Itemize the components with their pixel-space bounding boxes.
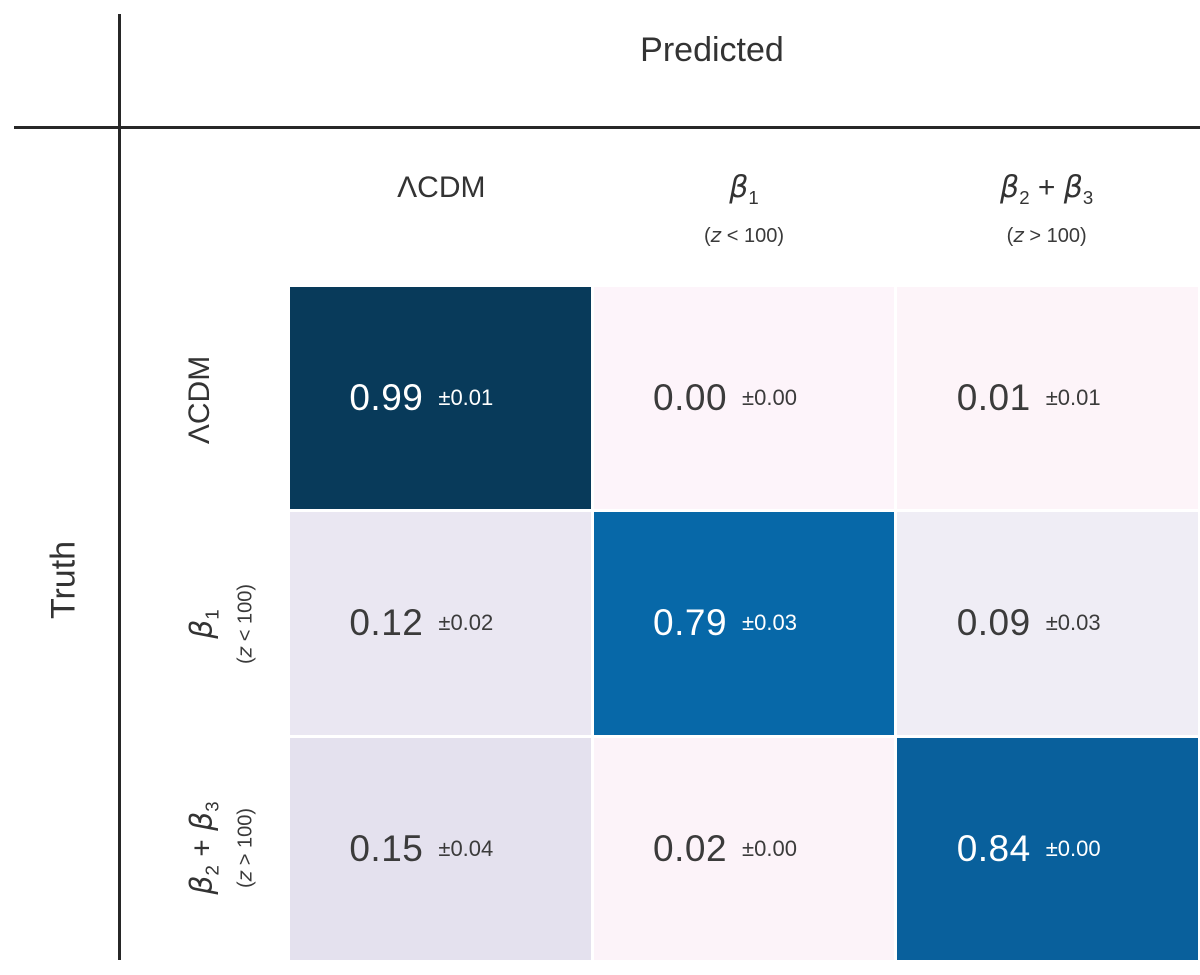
cell-value: 0.02: [653, 827, 728, 869]
cell-error: ±0.03: [742, 610, 797, 636]
cell-value: 0.99: [349, 377, 424, 419]
matrix-cell: 0.00 ±0.00: [593, 287, 895, 510]
cell-value: 0.84: [956, 827, 1031, 869]
row-header-beta2-beta3: β2 + β3 (z > 100): [185, 801, 258, 894]
cell-error: ±0.00: [742, 385, 797, 411]
row-header-label: β1: [184, 609, 223, 639]
column-header-label: β2 + β3: [1000, 170, 1094, 208]
column-header-sublabel: (z > 100): [1006, 223, 1087, 247]
cell-value: 0.79: [653, 602, 728, 644]
column-header-lcdm: ΛCDM: [290, 168, 593, 248]
cell-error: ±0.02: [438, 610, 494, 636]
cell-value: 0.15: [349, 827, 424, 869]
row-header-sublabel: (z > 100): [232, 808, 257, 889]
cell-error: ±0.01: [1045, 385, 1101, 411]
predicted-axis-spine: [14, 126, 1200, 129]
cell-error: ±0.00: [1045, 835, 1101, 861]
cell-error: ±0.03: [1045, 610, 1101, 636]
truth-axis-spine: [118, 14, 121, 960]
matrix-cell: 0.01 ±0.01: [897, 287, 1198, 510]
row-header-label: ΛCDM: [183, 355, 216, 445]
matrix-cell: 0.09 ±0.03: [897, 512, 1198, 735]
cell-error: ±0.00: [742, 835, 797, 861]
matrix-cell: 0.15 ±0.04: [290, 737, 591, 960]
truth-axis-title: Truth: [44, 540, 83, 620]
row-header-beta1: β1 (z < 100): [185, 584, 258, 664]
row-header-sublabel: (z < 100): [232, 584, 257, 664]
column-header-sublabel: (z < 100): [703, 223, 784, 247]
cell-value: 0.12: [349, 602, 424, 644]
cell-value: 0.00: [653, 377, 728, 419]
column-headers: ΛCDM β1 (z < 100) β2 + β3 (z > 100): [290, 168, 1198, 248]
cell-value: 0.09: [956, 602, 1031, 644]
heatmap-grid: 0.99 ±0.01 0.00 ±0.00 0.01 ±0.01 0.12 ±0…: [290, 287, 1198, 960]
row-header-lcdm: ΛCDM: [182, 356, 218, 444]
matrix-cell: 0.02 ±0.00: [593, 737, 895, 960]
matrix-cell: 0.79 ±0.03: [593, 512, 895, 735]
column-header-beta2-beta3: β2 + β3 (z > 100): [895, 168, 1198, 248]
cell-value: 0.01: [956, 377, 1031, 419]
matrix-cell: 0.12 ±0.02: [290, 512, 591, 735]
matrix-cell: 0.99 ±0.01: [290, 287, 591, 510]
matrix-cell: 0.84 ±0.00: [897, 737, 1198, 960]
cell-error: ±0.04: [438, 835, 494, 861]
column-header-label: β1: [729, 170, 759, 208]
predicted-axis-title: Predicted: [640, 31, 784, 69]
cell-error: ±0.01: [438, 385, 494, 411]
column-header-beta1: β1 (z < 100): [593, 168, 896, 248]
row-header-label: β2 + β3: [184, 801, 223, 895]
column-header-label: ΛCDM: [397, 171, 486, 204]
